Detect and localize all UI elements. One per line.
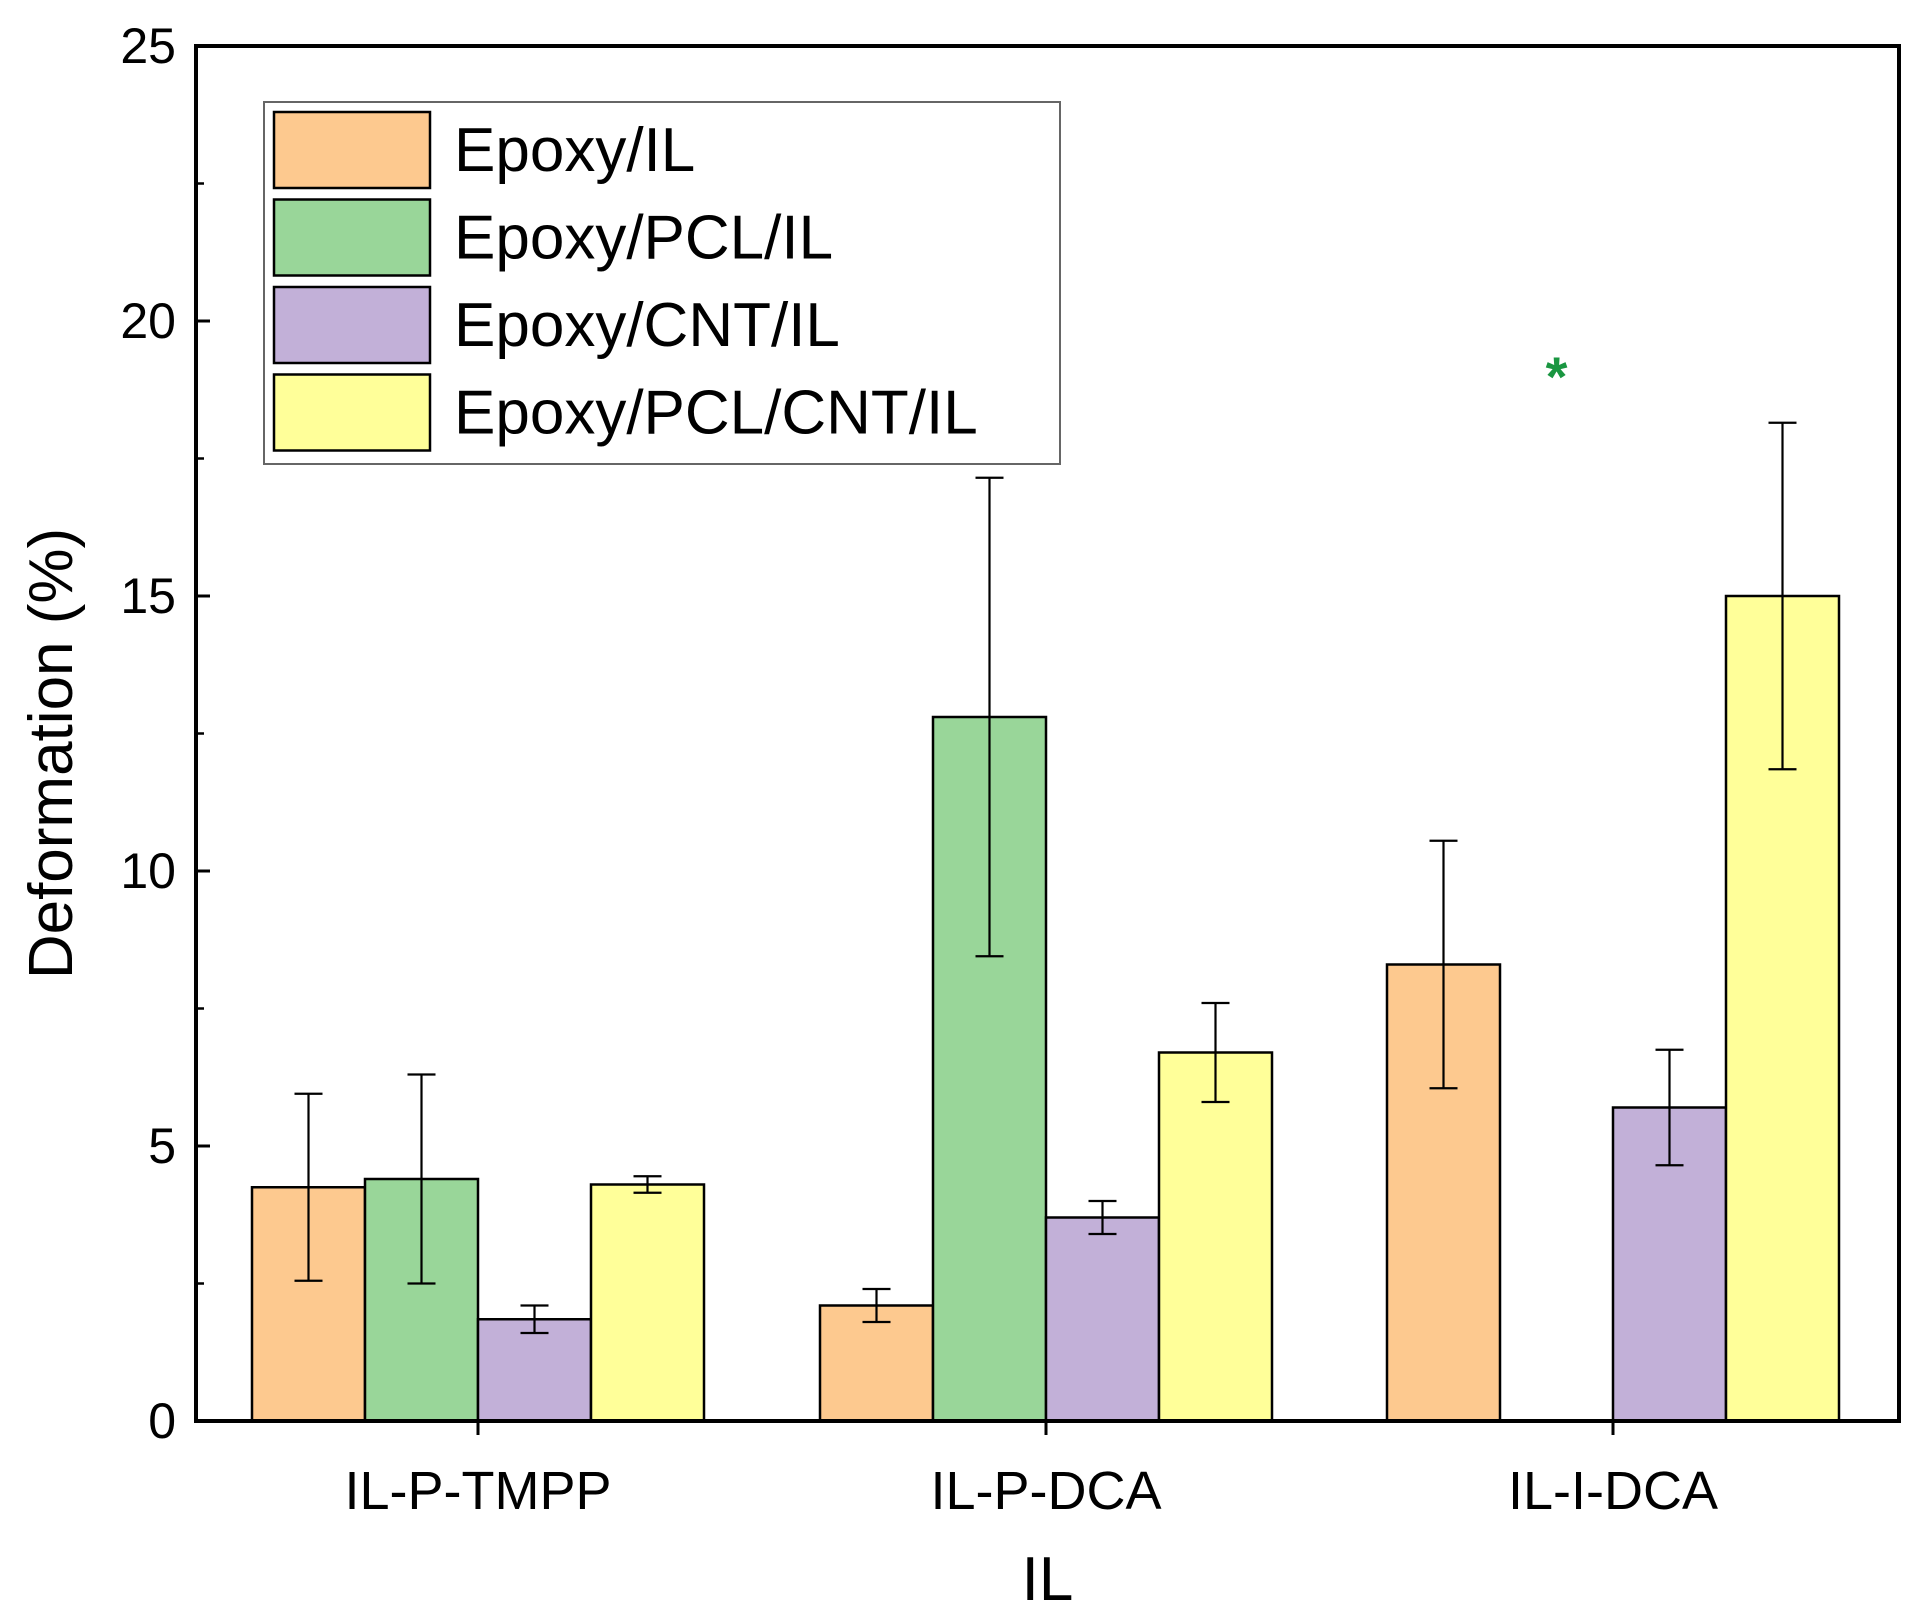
bar-epoxy-il-il-p-dca bbox=[818, 1304, 935, 1423]
error-bar-epoxy-pcl-il-il-p-dca bbox=[975, 476, 1004, 958]
x-tick-label-il-p-dca: IL-P-DCA bbox=[930, 1461, 1161, 1521]
error-bars-layer bbox=[294, 421, 1797, 1335]
y-axis-title: Deformation (%) bbox=[17, 528, 86, 979]
bar-epoxy-pcl-il-il-p-tmpp bbox=[363, 1177, 480, 1423]
bar-epoxy-pcl-cnt-il-il-p-dca bbox=[1157, 1051, 1274, 1423]
x-tick-label-il-i-dca: IL-I-DCA bbox=[1508, 1461, 1718, 1521]
error-bar-epoxy-pcl-cnt-il-il-i-dca bbox=[1768, 421, 1797, 771]
legend-label-epoxy-cnt-il: Epoxy/CNT/IL bbox=[454, 291, 840, 360]
error-bar-epoxy-il-il-p-dca bbox=[862, 1287, 891, 1324]
legend: Epoxy/IL Epoxy/PCL/IL Epoxy/CNT/IL Epoxy/PC… bbox=[263, 101, 1061, 465]
y-tick-label: 5 bbox=[148, 1118, 176, 1174]
legend-label-epoxy-pcl-cnt-il: Epoxy/PCL/CNT/IL bbox=[454, 379, 978, 448]
legend-swatch-epoxy-pcl-cnt-il bbox=[272, 373, 432, 452]
error-bar-epoxy-pcl-cnt-il-il-p-dca bbox=[1201, 1001, 1230, 1104]
bar-epoxy-pcl-cnt-il-il-p-tmpp bbox=[589, 1183, 706, 1423]
y-tick-label: 0 bbox=[148, 1393, 176, 1449]
error-bar-epoxy-pcl-il-il-p-tmpp bbox=[407, 1073, 436, 1285]
bar-epoxy-cnt-il-il-p-tmpp bbox=[476, 1318, 593, 1423]
y-tick-label: 10 bbox=[120, 843, 176, 899]
error-bar-epoxy-cnt-il-il-p-tmpp bbox=[520, 1304, 549, 1335]
y-tick-label: 20 bbox=[120, 293, 176, 349]
y-tick-label: 25 bbox=[120, 18, 176, 74]
significance-asterisk: * bbox=[1546, 345, 1568, 408]
y-axis: 0 5 10 15 20 25 bbox=[120, 18, 210, 1449]
legend-swatch-epoxy-cnt-il bbox=[272, 285, 432, 365]
error-bar-epoxy-il-il-p-tmpp bbox=[294, 1092, 323, 1282]
x-axis: IL-P-TMPP IL-P-DCA IL-I-DCA bbox=[344, 1421, 1718, 1521]
x-axis-title: IL bbox=[1022, 1545, 1074, 1614]
legend-label-epoxy-pcl-il: Epoxy/PCL/IL bbox=[454, 204, 833, 273]
x-tick-label-il-p-tmpp: IL-P-TMPP bbox=[344, 1461, 611, 1521]
error-bar-epoxy-cnt-il-il-i-dca bbox=[1655, 1048, 1684, 1167]
error-bar-epoxy-il-il-i-dca bbox=[1429, 839, 1458, 1090]
annotations: * bbox=[1546, 345, 1568, 408]
legend-label-epoxy-il: Epoxy/IL bbox=[454, 116, 695, 185]
bar-epoxy-cnt-il-il-p-dca bbox=[1044, 1216, 1161, 1423]
legend-swatch-epoxy-pcl-il bbox=[272, 198, 432, 277]
bars-layer bbox=[250, 594, 1841, 1423]
error-bar-epoxy-pcl-cnt-il-il-p-tmpp bbox=[633, 1175, 662, 1194]
y-tick-label: 15 bbox=[120, 568, 176, 624]
error-bar-epoxy-cnt-il-il-p-dca bbox=[1088, 1199, 1117, 1236]
legend-swatch-epoxy-il bbox=[272, 110, 432, 190]
